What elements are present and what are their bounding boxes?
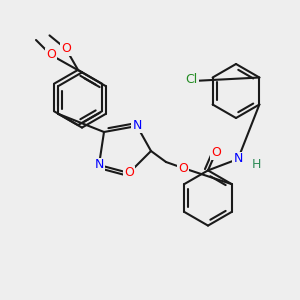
- Text: O: O: [211, 146, 221, 158]
- Text: O: O: [46, 49, 56, 62]
- Text: N: N: [233, 152, 243, 166]
- Text: O: O: [61, 42, 71, 56]
- Text: O: O: [124, 167, 134, 179]
- Text: N: N: [132, 119, 142, 133]
- Text: N: N: [94, 158, 104, 172]
- Text: Cl: Cl: [185, 73, 198, 86]
- Text: H: H: [251, 158, 261, 172]
- Text: O: O: [178, 161, 188, 175]
